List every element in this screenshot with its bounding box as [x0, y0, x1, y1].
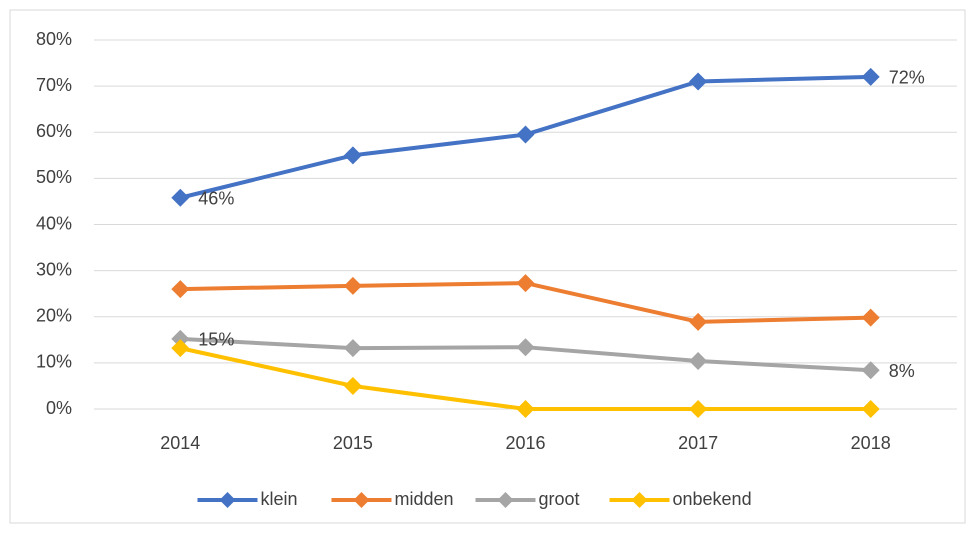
data-label: 15%: [198, 330, 234, 350]
marker: [516, 125, 535, 144]
y-tick-label: 70%: [36, 75, 72, 95]
marker: [171, 280, 190, 299]
y-tick-label: 60%: [36, 121, 72, 141]
legend-marker: [219, 492, 236, 508]
x-tick-label: 2015: [333, 433, 373, 453]
marker: [343, 276, 362, 295]
marker: [516, 400, 535, 418]
y-tick-label: 80%: [36, 29, 72, 49]
chart-border: [9, 9, 966, 524]
y-tick-label: 40%: [36, 213, 72, 233]
y-tick-label: 20%: [36, 306, 72, 326]
data-label: 8%: [889, 361, 915, 381]
x-tick-label: 2016: [505, 433, 545, 453]
marker: [171, 329, 190, 348]
marker: [516, 274, 535, 293]
marker: [516, 338, 535, 357]
legend-label: klein: [261, 489, 298, 509]
legend-label: onbekend: [673, 489, 752, 509]
marker: [689, 312, 708, 331]
marker: [861, 308, 880, 327]
legend-marker: [631, 492, 648, 508]
legend-marker: [497, 492, 514, 508]
y-tick-label: 30%: [36, 259, 72, 279]
marker: [343, 146, 362, 165]
marker: [689, 400, 708, 418]
x-tick-label: 2014: [160, 433, 200, 453]
y-tick-label: 50%: [36, 167, 72, 187]
marker: [343, 339, 362, 358]
marker: [861, 361, 880, 380]
y-tick-label: 0%: [46, 398, 72, 418]
x-tick-label: 2018: [851, 433, 891, 453]
marker: [689, 72, 708, 91]
marker: [861, 67, 880, 86]
marker: [861, 400, 880, 418]
legend-label: groot: [539, 489, 580, 509]
data-label: 46%: [198, 188, 234, 208]
x-tick-label: 2017: [678, 433, 718, 453]
marker: [689, 352, 708, 371]
y-tick-label: 10%: [36, 352, 72, 372]
marker: [343, 376, 362, 395]
legend-label: midden: [395, 489, 454, 509]
legend-marker: [353, 492, 370, 508]
marker: [171, 188, 190, 207]
marker: [171, 339, 190, 358]
data-label: 72%: [889, 68, 925, 88]
